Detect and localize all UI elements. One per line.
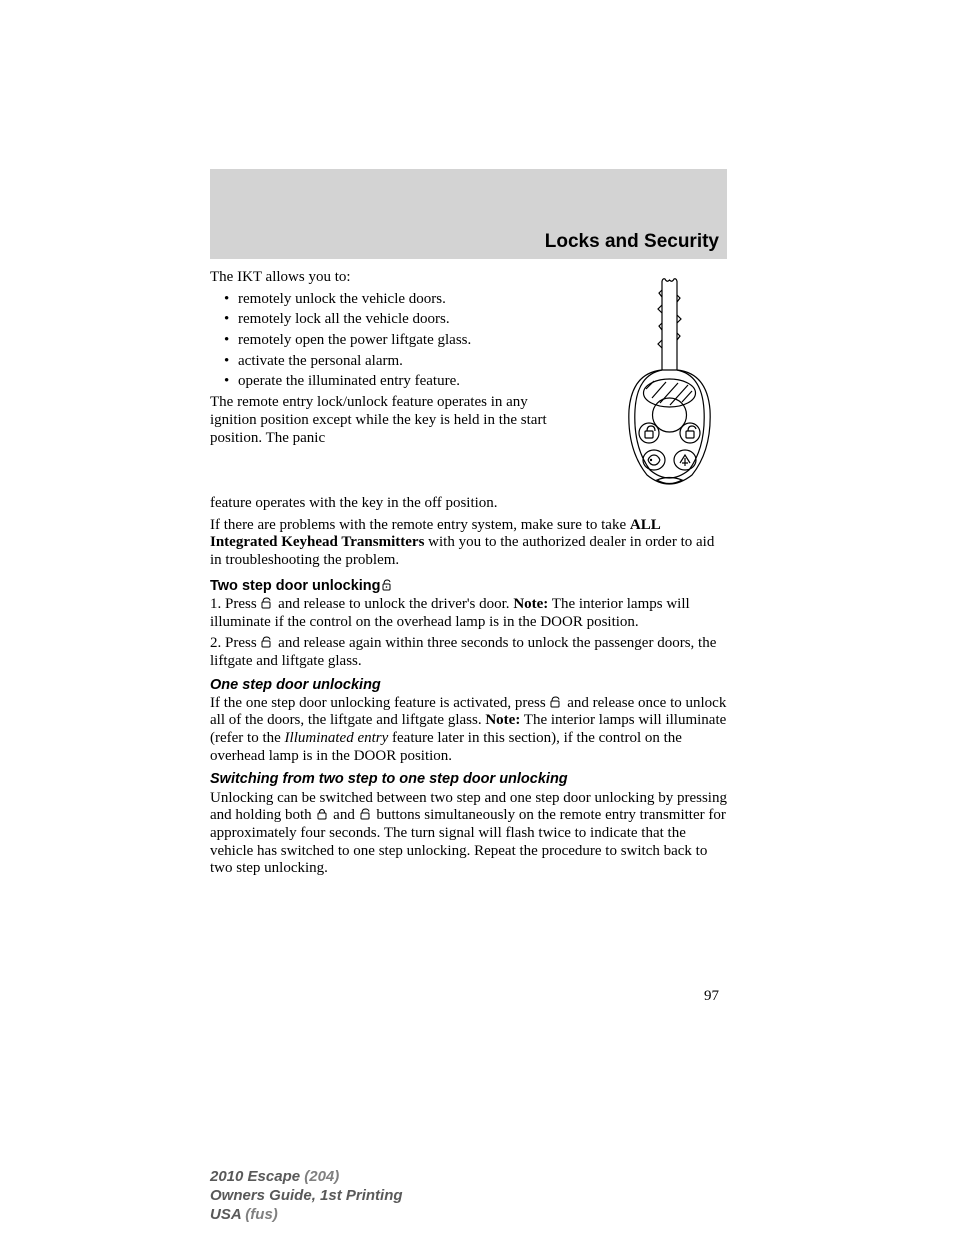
page-number: 97 [704,988,719,1005]
two-step-1: 1. Press and release to unlock the drive… [210,596,727,631]
list-item: activate the personal alarm. [224,353,560,371]
list-item: remotely lock all the vehicle doors. [224,311,560,329]
text: 1. Press [210,596,260,612]
intro-text: The IKT allows you to: remotely unlock t… [210,269,560,447]
two-step-2: 2. Press and release again within three … [210,635,727,670]
text: If there are problems with the remote en… [210,517,630,533]
text-italic: Illuminated entry [285,730,389,746]
text: 2. Press [210,635,260,651]
note-label: Note: [485,712,520,728]
key-fob-illustration [612,275,727,495]
footer-model: 2010 Escape [210,1168,300,1185]
footer: 2010 Escape (204) Owners Guide, 1st Prin… [210,1168,403,1224]
page-title: Locks and Security [545,231,719,253]
unlock-icon [549,696,563,709]
text: and [329,807,358,823]
lock-icon [315,808,329,821]
footer-code: (204) [300,1168,339,1185]
unlock-small-icon [381,578,393,592]
intro-section: The IKT allows you to: remotely unlock t… [210,269,727,495]
one-step-para: If the one step door unlocking feature i… [210,695,727,766]
para-problems: If there are problems with the remote en… [210,517,727,570]
content-body: The IKT allows you to: remotely unlock t… [210,269,727,882]
unlock-icon [359,808,373,821]
para-remote-entry-b: feature operates with the key in the off… [210,495,727,513]
footer-line-1: 2010 Escape (204) [210,1168,403,1187]
list-item: operate the illuminated entry feature. [224,373,560,391]
text: and release to unlock the driver's door. [274,596,513,612]
unlock-icon [260,597,274,610]
list-item: remotely unlock the vehicle doors. [224,291,560,309]
para-remote-entry-a: The remote entry lock/unlock feature ope… [210,394,560,447]
text: and release again within three seconds t… [210,635,716,669]
heading-one-step: One step door unlocking [210,677,727,694]
heading-two-step: Two step door unlocking [210,578,727,595]
list-item: remotely open the power liftgate glass. [224,332,560,350]
footer-suffix: (fus) [241,1206,278,1223]
note-label: Note: [513,596,548,612]
heading-text: Two step door unlocking [210,578,381,594]
unlock-icon [260,636,274,649]
footer-line-2: Owners Guide, 1st Printing [210,1187,403,1206]
switching-para: Unlocking can be switched between two st… [210,790,727,878]
feature-list: remotely unlock the vehicle doors. remot… [210,291,560,391]
text: If the one step door unlocking feature i… [210,695,549,711]
footer-region: USA [210,1206,241,1223]
intro-lead: The IKT allows you to: [210,269,560,287]
heading-switching: Switching from two step to one step door… [210,771,727,788]
footer-line-3: USA (fus) [210,1206,403,1225]
